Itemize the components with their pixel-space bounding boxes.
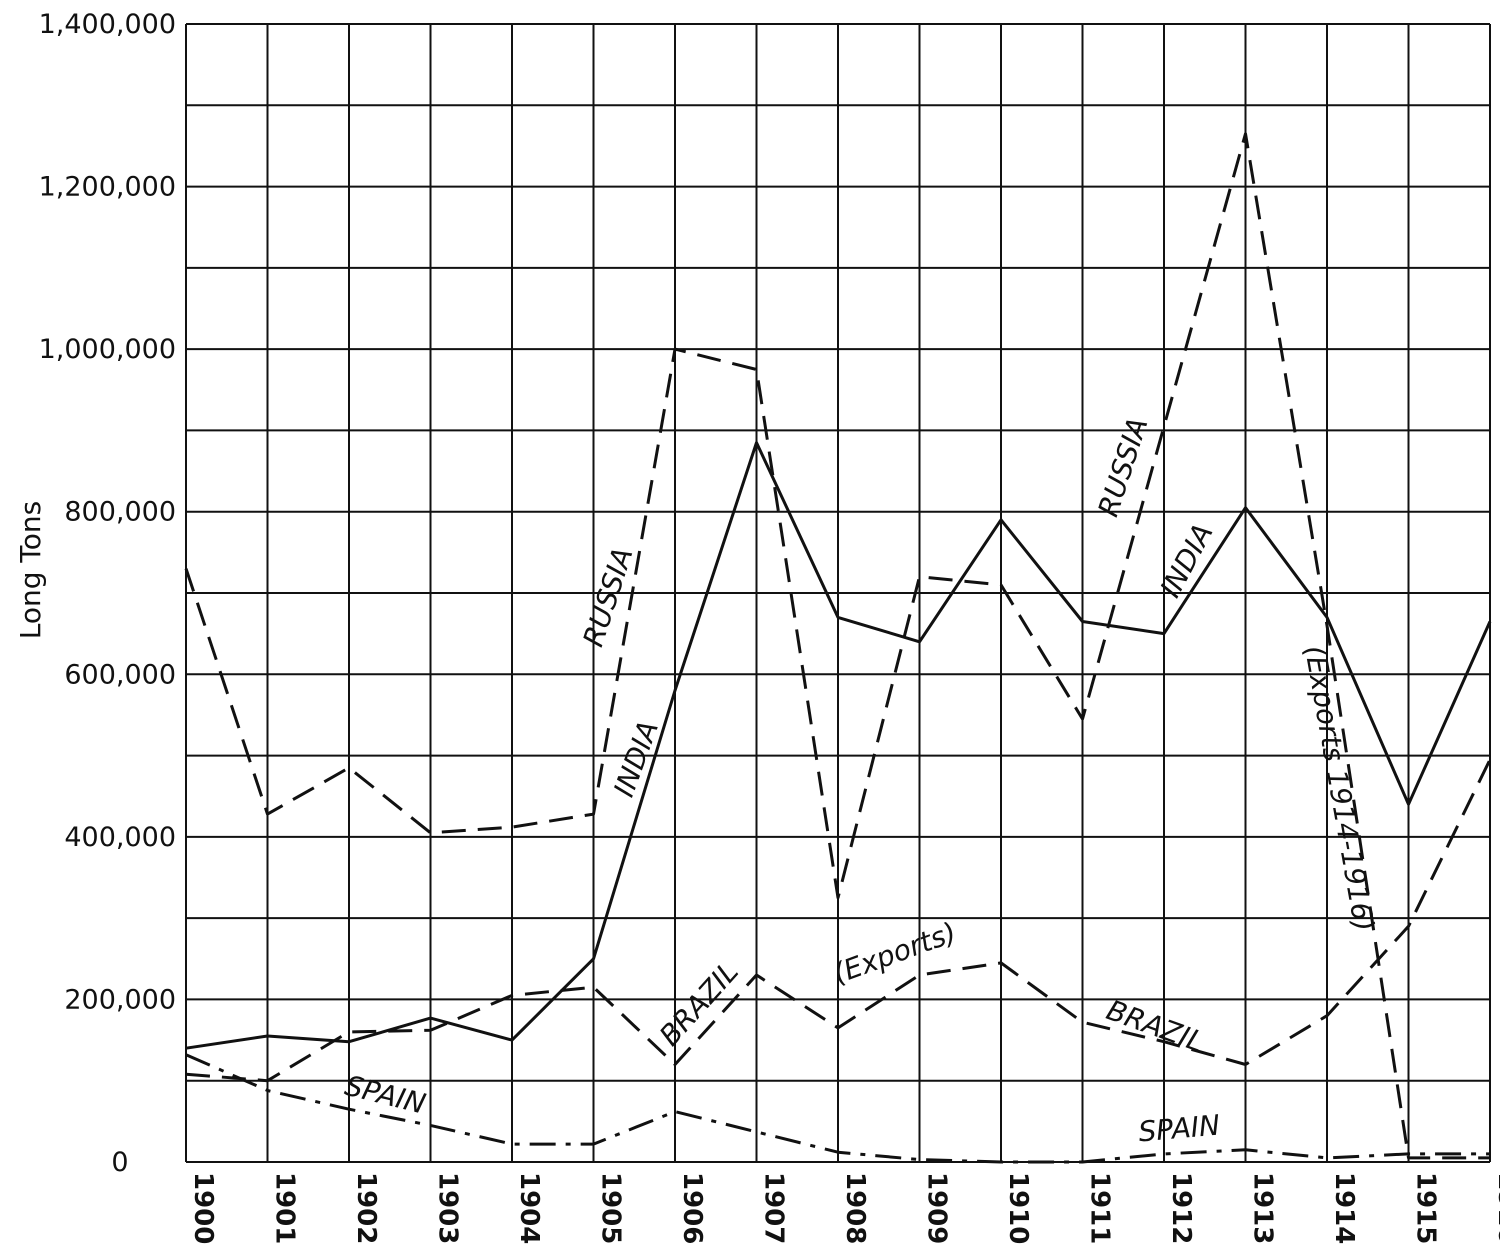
x-tick-label: 1909	[922, 1172, 952, 1244]
y-tick-labels: 0 200,000 400,000 600,000 800,000 1,000,000 1,…	[39, 9, 176, 1178]
annotation-spain-2: SPAIN	[1137, 1109, 1221, 1149]
y-tick-label: 800,000	[64, 497, 176, 528]
annotation-brazil-2: BRAZIL	[1102, 993, 1208, 1059]
y-tick-label: 400,000	[64, 822, 176, 853]
x-tick-label: 1902	[351, 1172, 381, 1244]
x-tick-label: 1906	[677, 1172, 707, 1244]
x-tick-label: 1915	[1411, 1172, 1441, 1244]
y-axis-title: Long Tons	[14, 501, 47, 639]
x-tick-label: 1905	[596, 1172, 626, 1244]
x-tick-label: 1901	[270, 1172, 300, 1244]
annotation-india-1: INDIA	[607, 716, 665, 801]
y-tick-label: 600,000	[64, 659, 176, 690]
chart-grid	[185, 23, 1491, 1163]
x-tick-label: 1914	[1329, 1172, 1359, 1244]
chart-annotations: RUSSIA RUSSIA INDIA INDIA BRAZIL (Export…	[342, 413, 1381, 1148]
y-tick-label: 1,000,000	[39, 334, 176, 365]
x-tick-label: 1911	[1085, 1172, 1115, 1244]
annotation-exports: (Exports)	[829, 916, 961, 991]
x-tick-label: 1903	[433, 1172, 463, 1244]
x-tick-label: 1900	[188, 1172, 218, 1244]
x-tick-label: 1907	[759, 1172, 789, 1244]
x-tick-labels: 1900 1901 1902 1903 1904 1905 1906 1907 1908 1909…	[188, 1172, 1500, 1244]
series-layer	[184, 132, 1492, 1164]
series-line-spain	[185, 1053, 1490, 1164]
annotation-spain-1: SPAIN	[342, 1069, 429, 1121]
x-tick-label: 1916	[1492, 1172, 1500, 1244]
x-tick-label: 1908	[840, 1172, 870, 1244]
x-tick-label: 1913	[1248, 1172, 1278, 1244]
x-tick-label: 1910	[1003, 1172, 1033, 1244]
y-tick-label: 200,000	[64, 984, 176, 1015]
y-tick-label: 1,200,000	[39, 172, 176, 203]
x-tick-label: 1912	[1166, 1172, 1196, 1244]
series-line-india	[185, 441, 1492, 1050]
series-line-brazil	[185, 758, 1492, 1083]
y-tick-label: 0	[111, 1147, 128, 1178]
annotation-exports-1914-1916: (Exports 1914-1916)	[1298, 643, 1381, 934]
annotation-russia-1: RUSSIA	[577, 543, 640, 650]
series-line-russia	[184, 132, 1490, 1160]
y-tick-label: 1,400,000	[39, 9, 176, 40]
x-tick-label: 1904	[514, 1172, 544, 1244]
